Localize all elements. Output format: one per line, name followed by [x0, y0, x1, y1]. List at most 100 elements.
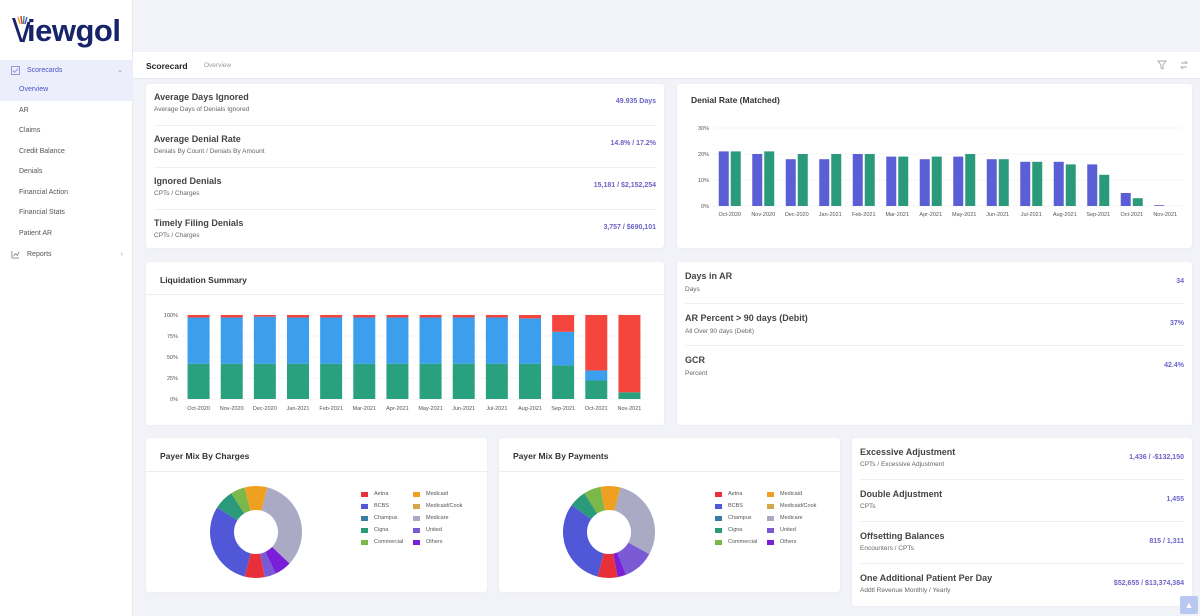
card-title: Payer Mix By Charges — [160, 451, 250, 461]
payer-mix-payments-card: Payer Mix By Payments Aetna Medicaid BCBS M… — [499, 438, 840, 592]
legend-item[interactable]: Aetna — [715, 491, 742, 497]
bar-segment — [353, 363, 376, 399]
sidebar-item-ar[interactable]: AR — [19, 106, 29, 114]
legend-item[interactable]: Medicaid/Cook — [767, 503, 816, 509]
legend-item[interactable]: Medicaid/Cook — [413, 503, 462, 509]
x-tick-label: Nov-2020 — [220, 406, 244, 412]
legend-item[interactable]: Medicaid — [767, 491, 802, 497]
bar — [998, 159, 1009, 206]
legend-swatch — [715, 539, 722, 545]
sidebar-item-credit-balance[interactable]: Credit Balance — [19, 147, 65, 155]
legend-label: Others — [426, 539, 443, 545]
metric-subtitle: CPTs — [860, 503, 876, 510]
bar-segment — [519, 363, 541, 399]
metric-value: 3,757 / $690,101 — [603, 224, 656, 231]
metric-subtitle: CPTs / Excessive Adjustment — [860, 461, 945, 468]
bar-segment — [419, 317, 442, 364]
brand-logo[interactable]: iewgol — [10, 10, 135, 48]
x-tick-label: Dec-2020 — [253, 406, 277, 412]
legend-item[interactable]: Champus — [715, 515, 752, 521]
legend-item[interactable]: Others — [413, 539, 443, 545]
denial-rate-chart: 0% 10% 20% 30% Oct-2020 Nov-2020 Dec-2020 Jan-2… — [698, 126, 1182, 218]
sidebar-item-overview[interactable]: Overview — [0, 80, 133, 101]
bar-segment — [287, 315, 309, 318]
scroll-top-button[interactable]: ▲ — [1180, 596, 1198, 614]
metric-row: AR Percent > 90 days (Debit) All Over 90… — [685, 304, 1184, 346]
bar — [752, 154, 763, 206]
bar — [919, 159, 930, 206]
bar-segment — [320, 315, 343, 318]
legend-label: Champus — [374, 515, 398, 521]
card-title: Denial Rate (Matched) — [691, 95, 780, 105]
bar — [986, 159, 997, 206]
metric-subtitle: Addtl Revenue Monthly / Yearly — [860, 587, 951, 594]
y-tick-label: 10% — [698, 178, 709, 184]
legend-swatch — [361, 491, 368, 497]
legend-item[interactable]: Cigna — [715, 527, 742, 533]
payer-mix-charges-card: Payer Mix By Charges Aetna Medicaid BCBS Me… — [146, 438, 487, 592]
sidebar-nav: Scorecards ⌄ Overview AR Claims Credit B… — [0, 60, 133, 264]
bar — [1053, 161, 1064, 206]
legend-item[interactable]: Others — [767, 539, 797, 545]
pie-slice — [613, 552, 626, 578]
pie-slice — [231, 487, 251, 514]
filter-icon[interactable] — [1157, 60, 1167, 70]
bar-segment — [485, 363, 508, 399]
legend-label: Champus — [728, 515, 752, 521]
legend-swatch — [413, 503, 420, 509]
sidebar-group-reports[interactable]: Reports › — [0, 244, 133, 264]
x-tick-label: Feb-2021 — [852, 212, 876, 218]
sidebar-item-denials[interactable]: Denials — [19, 168, 43, 175]
metric-value: 37% — [1169, 320, 1184, 327]
metric-title: AR Percent > 90 days (Debit) — [685, 313, 808, 323]
metric-row: Excessive Adjustment CPTs / Excessive Ad… — [860, 438, 1184, 480]
pie-slice — [597, 553, 618, 578]
pie-slice — [563, 505, 604, 577]
payer-mix-payments-chart — [563, 486, 655, 578]
metric-title: Average Days Ignored — [154, 92, 249, 102]
legend-item[interactable]: Medicaid — [413, 491, 448, 497]
metric-row: Double Adjustment CPTs 1,455 — [860, 480, 1184, 522]
legend-item[interactable]: Cigna — [361, 527, 388, 533]
bar — [953, 156, 964, 206]
y-tick-label: 100% — [164, 313, 178, 319]
chevron-right-icon: › — [120, 250, 123, 258]
legend-swatch — [715, 515, 722, 521]
bar-segment — [452, 363, 475, 399]
legend-swatch — [715, 491, 722, 497]
metric-value: 14.8% / 17.2% — [610, 140, 656, 147]
bar-segment — [552, 315, 575, 332]
metric-value: 49.935 Days — [615, 98, 656, 105]
sidebar-item-financial-stats[interactable]: Financial Stats — [19, 209, 65, 216]
x-tick-label: Apr-2021 — [919, 212, 942, 218]
sidebar-item-financial-action[interactable]: Financial Action — [19, 188, 69, 196]
pie-slice — [210, 507, 251, 577]
metric-row: GCR Percent 42.4% — [685, 346, 1184, 388]
metric-row: Offsetting Balances Encounters / CPTs 81… — [860, 522, 1184, 564]
legend-item[interactable]: Commercial — [361, 539, 403, 545]
sidebar-item-claims[interactable]: Claims — [19, 127, 41, 134]
refresh-icon[interactable] — [1179, 60, 1189, 70]
y-tick-label: 30% — [698, 126, 709, 132]
legend-item[interactable]: Medicare — [413, 515, 449, 521]
sidebar-item-patient-ar[interactable]: Patient AR — [19, 229, 53, 237]
x-tick-label: Nov-2021 — [617, 406, 641, 412]
legend-item[interactable]: Medicare — [767, 515, 803, 521]
legend-item[interactable]: Aetna — [361, 491, 388, 497]
breadcrumb[interactable]: Overview — [204, 62, 232, 69]
sidebar-group-scorecards[interactable]: Scorecards ⌄ — [0, 60, 133, 80]
legend-item[interactable]: BCBS — [361, 503, 389, 509]
metric-subtitle: CPTs / Charges — [154, 232, 200, 239]
legend-item[interactable]: Commercial — [715, 539, 757, 545]
legend-item[interactable]: BCBS — [715, 503, 743, 509]
pie-slice — [617, 542, 650, 575]
metric-title: Excessive Adjustment — [860, 447, 956, 457]
legend-item[interactable]: United — [767, 527, 796, 533]
x-tick-label: Dec-2020 — [785, 212, 809, 218]
legend-item[interactable]: Champus — [361, 515, 398, 521]
bar-segment — [220, 315, 243, 318]
metric-subtitle: Days — [685, 286, 700, 293]
bar-segment — [220, 363, 243, 399]
bar — [1020, 161, 1031, 206]
legend-item[interactable]: United — [413, 527, 442, 533]
